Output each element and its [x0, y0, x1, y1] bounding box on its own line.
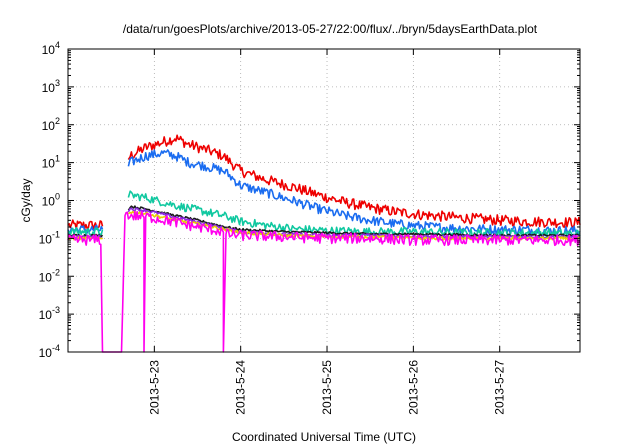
y-tick-label: 100: [42, 192, 60, 209]
x-axis-label: Coordinated Universal Time (UTC): [232, 430, 416, 444]
y-tick-label: 10-4: [39, 343, 60, 360]
x-tick-label: 2013-5-25: [320, 360, 334, 415]
x-tick-label: 2013-5-24: [234, 360, 248, 415]
y-tick-label: 101: [42, 154, 60, 171]
y-axis-label: cGy/day: [19, 178, 33, 222]
series-group: [67, 134, 581, 353]
chart-title: /data/run/goesPlots/archive/2013-05-27/2…: [123, 22, 538, 36]
y-tick-label: 10-1: [39, 229, 60, 246]
y-tick-label: 10-2: [39, 267, 60, 284]
y-tick-label: 102: [42, 116, 60, 133]
y-tick-label: 104: [42, 40, 60, 57]
x-tick-label: 2013-5-23: [147, 360, 161, 415]
data-series-line: [67, 210, 581, 353]
x-tick-label: 2013-5-26: [406, 360, 420, 415]
tick-group: 10-4 10-3 10-2 10-1 100 101 102 103 104 2013-5-23…: [39, 40, 580, 415]
data-series-line: [67, 190, 581, 239]
x-tick-label: 2013-5-27: [493, 360, 507, 415]
data-series-line: [67, 134, 581, 231]
y-tick-label: 10-3: [39, 305, 60, 322]
y-tick-label: 103: [42, 78, 60, 95]
